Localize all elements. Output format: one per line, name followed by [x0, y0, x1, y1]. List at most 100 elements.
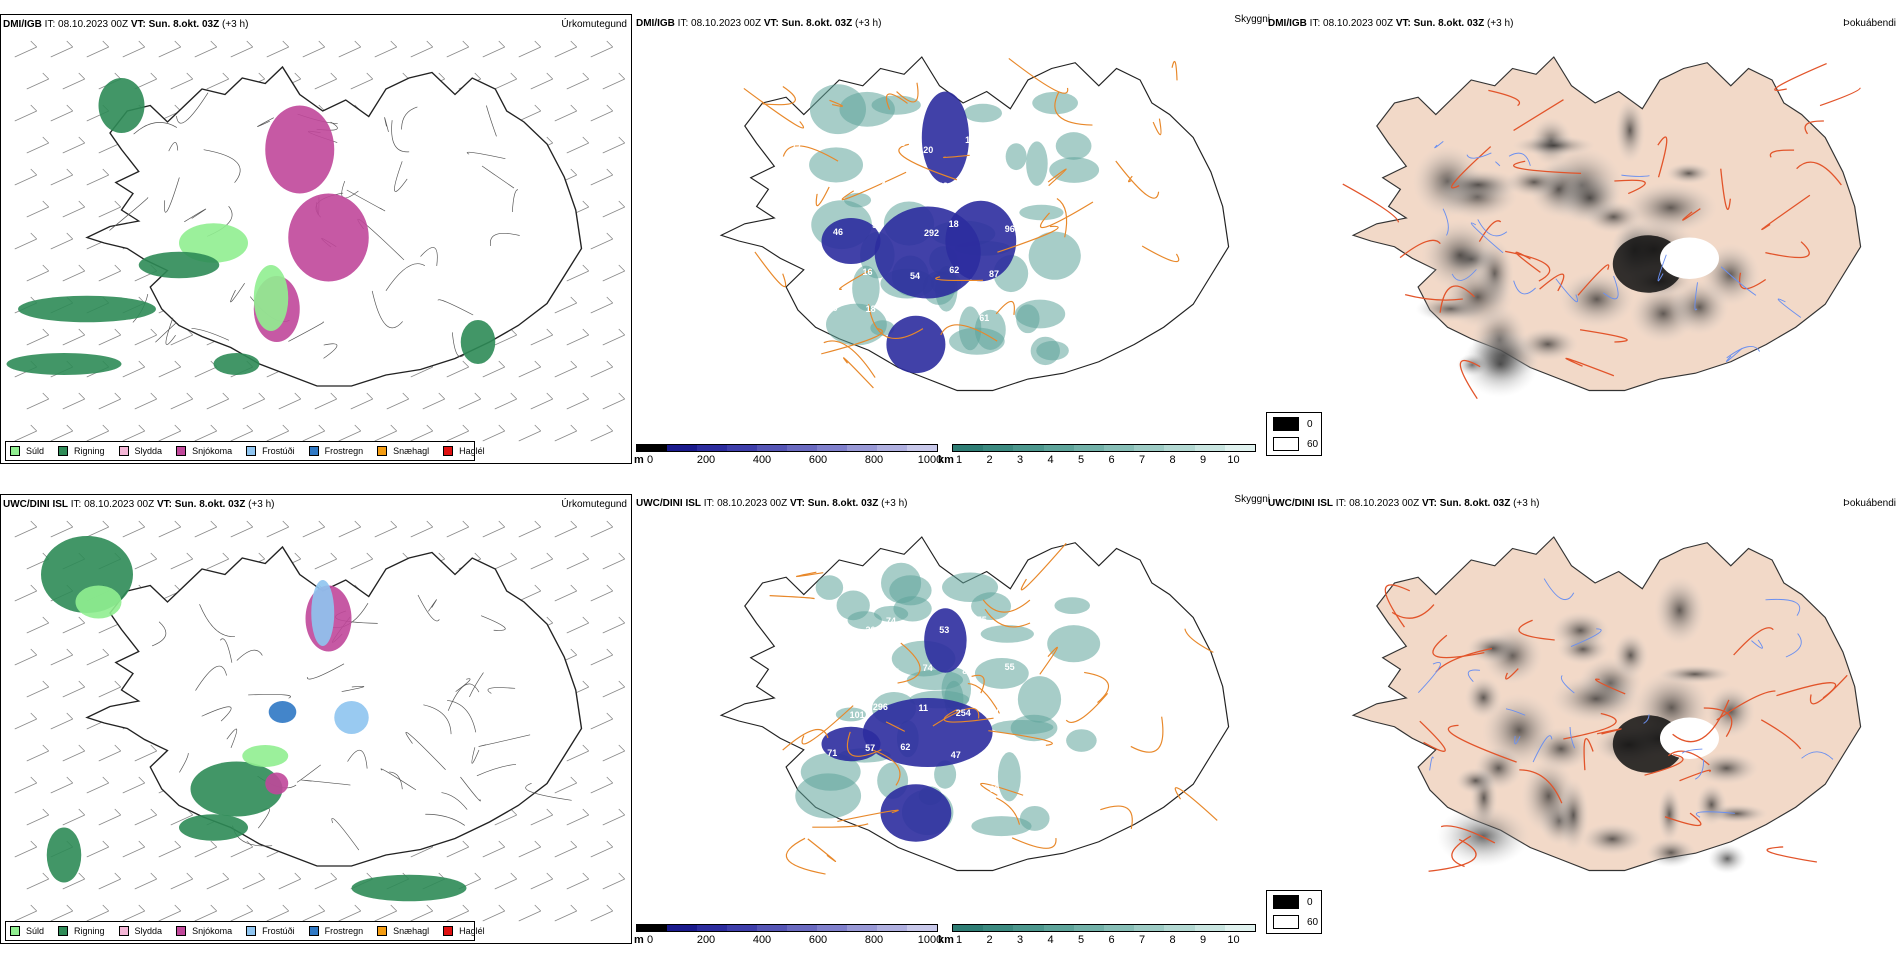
cloud-scale: m 0 200 400 600 800 1000 km 1 2 3 4 5 6 7 8 9 10 — [634, 444, 1256, 474]
cloud-base-value: 71 — [805, 704, 816, 715]
cloud-base-value: 77 — [857, 177, 868, 188]
cloud-base-value: 254 — [955, 708, 971, 719]
legend-label: Snæhagl — [393, 926, 430, 936]
vt-value: Sun. 8.okt. 03Z — [1439, 498, 1511, 509]
cloud-base-value: 11 — [866, 143, 877, 154]
visibility-unit: km — [938, 934, 954, 946]
it-label: IT: — [41, 19, 59, 30]
legend-item: Frostúði — [246, 926, 295, 936]
cloud-base-value: 95 — [872, 220, 883, 231]
cloud-panel-title: Skyggni — [1234, 494, 1270, 505]
fog-panel-title: Þokuábendi — [1843, 498, 1896, 509]
visibility-tick: 8 — [1169, 934, 1176, 946]
visibility-tick: 6 — [1108, 934, 1115, 946]
lead-time: (+3 h) — [852, 18, 882, 29]
legend-label: Frostúði — [262, 926, 295, 936]
cloud-base-value: 55 — [1004, 661, 1015, 672]
cloud-base-value: 90 — [825, 266, 836, 277]
legend-item: Snjókoma — [176, 446, 232, 456]
precip-legend: Súld Rigning Slydda Snjókoma Frostúði Frostre… — [5, 921, 485, 941]
precip-type-panel: UWC/DINI ISL IT: 08.10.2023 00Z VT: Sun.… — [0, 494, 632, 944]
cloud-base-value: 77 — [790, 143, 801, 154]
cloud-base-value: 47 — [950, 749, 961, 760]
cloud-unit: m — [634, 934, 644, 946]
vt-label: VT: — [130, 19, 149, 30]
cloud-base-value: 11 — [918, 703, 929, 714]
cloud-base-value: 49 — [846, 667, 857, 678]
cloud-base-value: 10 — [787, 311, 798, 322]
fog-panel: UWC/DINI ISL IT: 08.10.2023 00Z VT: Sun.… — [1266, 494, 1896, 944]
legend-swatch — [308, 446, 319, 456]
legend-item: Súld — [10, 926, 44, 936]
visibility-tick: 4 — [1047, 454, 1054, 466]
cloud-base-value: 57 — [865, 743, 876, 754]
visibility-tick: 1 — [955, 454, 963, 466]
legend-swatch — [377, 446, 388, 456]
cloud-visibility-panel: DMI/IGB IT: 08.10.2023 00Z VT: Sun. 8.ok… — [634, 14, 1270, 466]
cloud-base-value: 123 — [825, 620, 841, 631]
cloud-tick: 1000 — [917, 934, 943, 946]
legend-label: Slydda — [134, 446, 163, 456]
cloud-base-value: 52 — [787, 746, 798, 757]
cloud-tick: 800 — [864, 454, 884, 466]
lead-time: (+3 h) — [1510, 498, 1540, 509]
fog-legend-label: 60 — [1307, 916, 1319, 928]
cloud-base-value: 80 — [827, 302, 838, 313]
panel-title: DMI/IGB IT: 08.10.2023 00Z VT: Sun. 8.ok… — [1268, 18, 1513, 29]
model-name: UWC/DINI ISL — [3, 499, 68, 510]
cloud-base-value: 96 — [1004, 223, 1015, 234]
model-name: DMI/IGB — [3, 19, 42, 30]
legend-swatch — [246, 446, 257, 456]
vt-value: Sun. 8.okt. 03Z — [781, 18, 853, 29]
cloud-colorbar — [636, 924, 938, 932]
vt-value: Sun. 8.okt. 03Z — [807, 498, 879, 509]
cloud-base-value: 18 — [865, 303, 876, 314]
cloud-tick: 400 — [752, 454, 772, 466]
cloud-visibility-panel: UWC/DINI ISL IT: 08.10.2023 00Z VT: Sun.… — [634, 494, 1270, 946]
legend-label: Súld — [26, 446, 45, 456]
cloud-base-value: 60 — [989, 784, 1000, 795]
visibility-tick: 9 — [1199, 934, 1207, 946]
model-name: UWC/DINI ISL — [636, 498, 701, 509]
cloud-base-value: 21 — [995, 741, 1006, 752]
precip-areas — [41, 536, 467, 902]
it-label: IT: — [1306, 18, 1324, 29]
fog-legend-item: 0 — [1273, 895, 1313, 909]
legend-label: Frostregn — [324, 446, 364, 456]
cloud-base-value: 75 — [976, 615, 987, 626]
cloud-map — [719, 536, 1230, 875]
legend-swatch — [58, 446, 69, 456]
vt-label: VT: — [763, 18, 782, 29]
it-value: 08.10.2023 00Z — [1323, 18, 1396, 29]
cloud-base-value: 74 — [922, 662, 933, 673]
cloud-base-value: 70 — [802, 229, 813, 240]
fog-legend-label: 0 — [1307, 418, 1313, 430]
cloud-unit: m — [634, 454, 644, 466]
cloud-tick: 0 — [646, 454, 654, 466]
legend-label: Frostregn — [324, 926, 364, 936]
fog-legend-label: 60 — [1307, 438, 1319, 450]
legend-item: Snjókoma — [176, 926, 232, 936]
legend-label: Snæhagl — [393, 446, 430, 456]
cloud-tick: 400 — [752, 934, 772, 946]
visibility-tick: 3 — [1016, 934, 1024, 946]
precip-panel-title: Úrkomutegund — [561, 19, 627, 30]
legend-swatch — [58, 926, 69, 936]
panel-title: DMI/IGB IT: 08.10.2023 00Z VT: Sun. 8.ok… — [636, 18, 881, 29]
fog-legend-item: 60 — [1273, 915, 1318, 929]
visibility-tick: 8 — [1169, 454, 1176, 466]
cloud-scale: m 0 200 400 600 800 1000 km 1 2 3 4 5 6 7 8 9 10 — [634, 924, 1256, 954]
cloud-base-value: 53 — [822, 657, 833, 668]
vt-label: VT: — [789, 498, 808, 509]
visibility-tick: 2 — [986, 934, 993, 946]
cloud-tick: 200 — [696, 934, 716, 946]
legend-swatch — [10, 926, 20, 936]
cloud-base-value: 296 — [872, 702, 888, 713]
legend-swatch — [176, 926, 187, 936]
lead-time: (+3 h) — [1484, 18, 1514, 29]
cloud-base-value: 18 — [948, 219, 959, 230]
it-value: 08.10.2023 00Z — [1349, 498, 1422, 509]
legend-swatch — [118, 446, 129, 456]
visibility-tick: 5 — [1077, 454, 1085, 466]
legend-label: Frostúði — [262, 446, 295, 456]
